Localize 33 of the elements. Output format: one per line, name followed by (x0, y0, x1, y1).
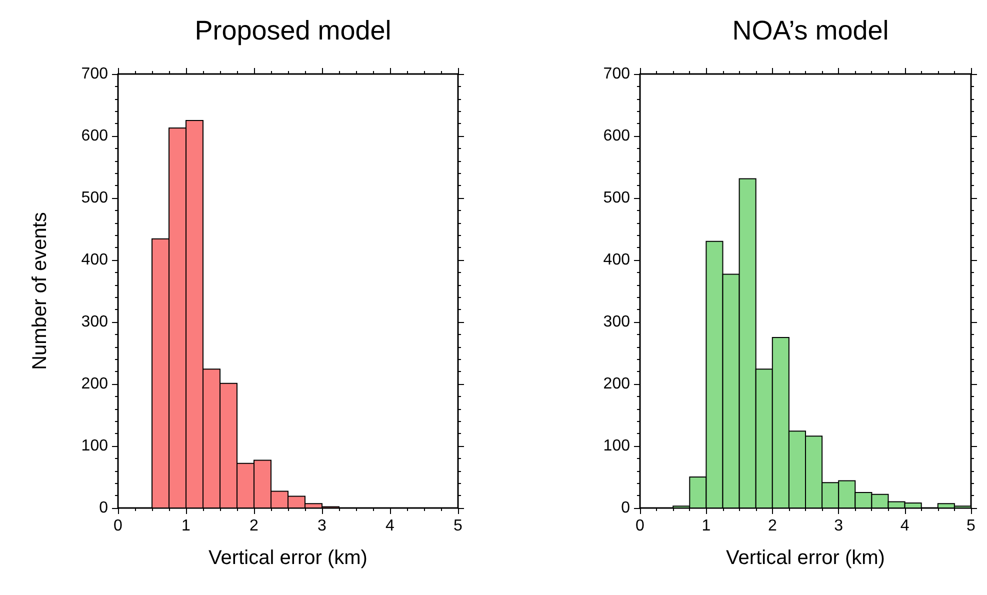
y-tick-label: 100 (81, 438, 108, 454)
x-tick-label: 5 (454, 518, 463, 534)
y-tick-label: 600 (81, 128, 108, 144)
x-tick-label: 0 (114, 518, 123, 534)
y-axis-title: Number of events (29, 212, 51, 370)
x-tick-label: 2 (768, 518, 777, 534)
x-tick-label: 4 (900, 518, 910, 534)
y-tick-label: 300 (603, 314, 630, 330)
y-tick-label: 700 (603, 66, 630, 82)
x-tick-label: 2 (250, 518, 259, 534)
y-tick-label: 700 (81, 66, 108, 82)
x-tick-label: 5 (966, 518, 976, 534)
y-tick-label: 300 (81, 314, 108, 330)
x-tick-label: 3 (834, 518, 844, 534)
y-tick-label: 500 (81, 190, 108, 206)
y-tick-label: 500 (603, 190, 630, 206)
y-tick-label: 200 (603, 376, 630, 392)
x-tick-label: 3 (318, 518, 327, 534)
x-axis-title: Vertical error (km) (208, 547, 368, 569)
y-tick-label: 400 (603, 252, 630, 268)
x-tick-label: 4 (386, 518, 395, 534)
y-tick-label: 100 (603, 438, 630, 454)
x-tick-label: 1 (702, 518, 711, 534)
x-tick-label: 1 (182, 518, 191, 534)
chart-title: NOA’s model (732, 16, 889, 46)
y-tick-label: 200 (81, 376, 108, 392)
x-tick-label: 0 (636, 518, 645, 534)
x-axis-title: Vertical error (km) (726, 547, 885, 569)
chart-title: Proposed model (194, 16, 392, 46)
y-tick-label: 0 (621, 500, 630, 516)
y-tick-label: 600 (603, 128, 630, 144)
y-tick-label: 400 (81, 252, 108, 268)
y-tick-label: 0 (99, 500, 108, 516)
